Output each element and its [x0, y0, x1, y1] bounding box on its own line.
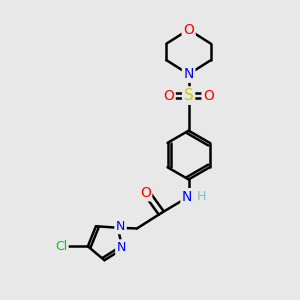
Text: O: O [183, 22, 194, 37]
Text: Cl: Cl [55, 240, 67, 253]
Text: O: O [203, 88, 214, 103]
Text: N: N [117, 241, 126, 254]
Text: H: H [196, 190, 206, 203]
Text: O: O [163, 88, 174, 103]
Text: N: N [182, 190, 192, 204]
Text: O: O [140, 186, 151, 200]
Text: N: N [184, 67, 194, 81]
Text: N: N [116, 220, 125, 233]
Text: S: S [184, 88, 194, 103]
